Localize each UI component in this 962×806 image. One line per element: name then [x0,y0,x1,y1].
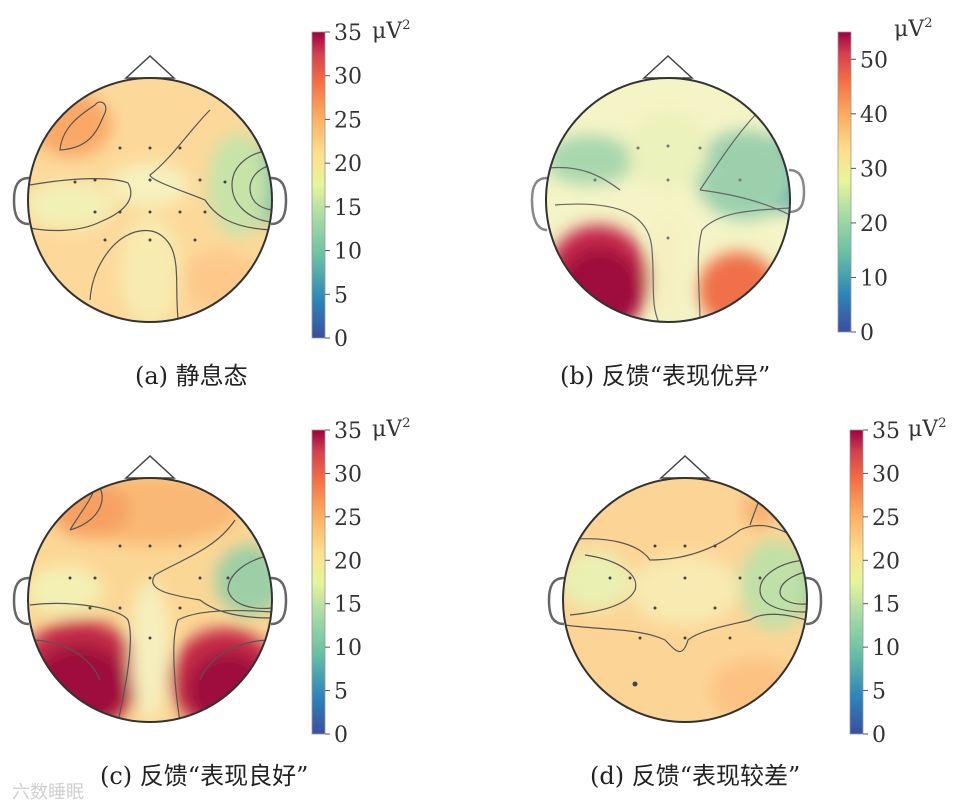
scale-tick-label-a: 25 [334,108,362,133]
scale-ticks-c: 0 5 10 15 20 25 30 35 [325,419,362,748]
color-scale-b: 0 10 20 30 40 50 μV2 [837,16,932,346]
head-outline-c [27,477,273,723]
scale-tick-label-c: 30 [334,462,362,487]
left-ear-a [12,176,30,226]
scale-tick-label-d: 30 [872,462,900,487]
color-bar-c [311,429,326,735]
scale-tick-label-d: 20 [872,549,900,574]
scale-tick-label-a: 15 [334,196,362,221]
left-ear-d [547,576,565,626]
head-map-b [530,54,806,323]
color-scale-c: 0 5 10 15 20 25 30 35 μV2 [311,416,410,748]
caption-a: (a) 静息态 [135,362,248,390]
scale-tick-label-a: 10 [334,240,362,265]
nose-c [124,454,176,479]
head-outline-a [27,77,273,323]
caption-d: (d) 反馈“表现较差” [590,762,800,790]
scale-unit-b: μV2 [894,16,932,42]
color-bar-b [837,31,852,333]
scale-ticks-a: 0 5 10 15 20 25 30 35 [325,21,362,352]
left-ear-c [12,576,30,626]
right-ear-b [788,168,806,214]
scale-unit-a: μV2 [372,18,410,44]
right-ear-a [270,176,288,226]
scale-tick-label-b: 40 [860,103,888,128]
scale-tick-label-d: 35 [872,419,900,444]
scale-tick-label-b: 10 [860,266,888,291]
scale-tick-label-d: 5 [872,680,886,705]
scale-ticks-d: 0 5 10 15 20 25 30 35 [863,419,900,748]
caption-b: (b) 反馈“表现优异” [560,362,770,390]
panel-c: 0 5 10 15 20 25 30 35 μV2 (c) 反馈“表现良好” [12,416,410,790]
scale-unit-c: μV2 [372,416,410,442]
scale-tick-label-d: 15 [872,593,900,618]
scale-tick-label-c: 0 [334,723,348,748]
scale-tick-label-c: 5 [334,680,348,705]
color-scale-a: 0 5 10 15 20 25 30 35 μV2 [311,18,410,352]
nose-d [659,454,711,479]
color-bar-a [311,31,326,339]
scale-tick-label-b: 20 [860,212,888,237]
panel-a: 0 5 10 15 20 25 30 35 μV2 (a) 静息态 [12,18,410,390]
scale-tick-label-b: 50 [860,48,888,73]
caption-c: (c) 反馈“表现良好” [100,762,308,790]
scale-tick-label-c: 10 [334,636,362,661]
scale-tick-label-a: 20 [334,152,362,177]
scale-tick-label-b: 30 [860,157,888,182]
scale-tick-label-d: 0 [872,723,886,748]
scale-tick-label-c: 25 [334,506,362,531]
color-bar-d [849,429,864,735]
head-map-a [12,54,288,323]
scale-tick-label-c: 15 [334,593,362,618]
scale-ticks-b: 0 10 20 30 40 50 [851,48,888,346]
scale-tick-label-a: 0 [334,327,348,352]
head-outline-d [562,477,808,723]
scale-tick-label-c: 35 [334,419,362,444]
nose-b [642,54,694,79]
panel-d: 0 5 10 15 20 25 30 35 μV2 (d) 反馈“表现较差” [547,416,946,790]
scale-unit-d: μV2 [908,416,946,442]
left-ear-b [530,176,548,232]
scale-tick-label-d: 25 [872,506,900,531]
panel-b: 0 10 20 30 40 50 μV2 (b) 反馈“表现优异” [530,16,932,390]
nose-a [124,54,176,79]
head-map-c [12,454,288,723]
scale-tick-label-c: 20 [334,549,362,574]
watermark: 六数睡眠 [12,782,84,803]
scale-tick-label-d: 10 [872,636,900,661]
scale-tick-label-a: 30 [334,65,362,90]
head-outline-b [545,77,791,323]
right-ear-c [270,576,288,626]
head-map-d [547,454,823,723]
color-scale-d: 0 5 10 15 20 25 30 35 μV2 [849,416,946,748]
scale-tick-label-b: 0 [860,321,874,346]
scale-tick-label-a: 5 [334,283,348,308]
scale-tick-label-a: 35 [334,21,362,46]
right-ear-d [805,576,823,626]
